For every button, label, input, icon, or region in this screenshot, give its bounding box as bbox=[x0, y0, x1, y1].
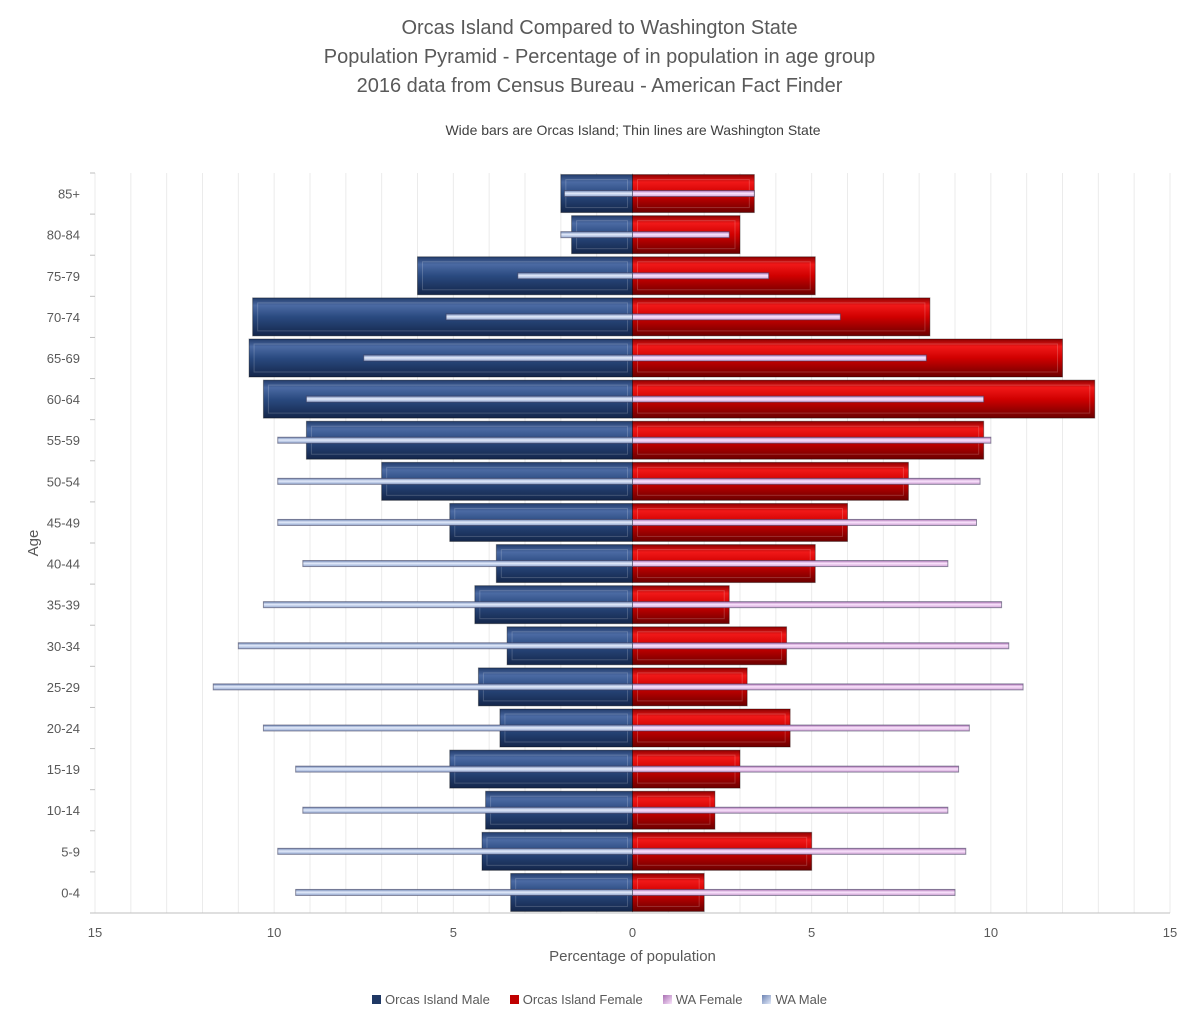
x-tick-label: 15 bbox=[1163, 925, 1177, 940]
bar-wa-male-5-9 bbox=[277, 847, 633, 855]
x-tick-label: 5 bbox=[808, 925, 815, 940]
bar-wa-female-45-49 bbox=[632, 518, 977, 526]
x-axis-title: Percentage of population bbox=[549, 948, 716, 965]
y-tick-label: 40-44 bbox=[47, 557, 80, 572]
bar-wa-female-40-44 bbox=[632, 560, 949, 568]
bar-wa-male-30-34 bbox=[237, 642, 633, 650]
y-tick-label: 20-24 bbox=[47, 721, 80, 736]
bar-wa-male-65-69 bbox=[363, 354, 633, 362]
y-tick-label: 55-59 bbox=[47, 433, 80, 448]
title-line-1: Orcas Island Compared to Washington Stat… bbox=[401, 17, 798, 39]
title-line-2: Population Pyramid - Percentage of in po… bbox=[323, 46, 876, 68]
y-tick-label: 65-69 bbox=[47, 351, 80, 366]
bar-wa-female-65-69 bbox=[632, 354, 927, 362]
bar-wa-female-70-74 bbox=[632, 313, 841, 321]
bar-wa-male-15-19 bbox=[295, 765, 633, 773]
bar-wa-female-60-64 bbox=[632, 395, 985, 403]
bar-wa-female-5-9 bbox=[632, 847, 967, 855]
legend-label: WA Female bbox=[675, 992, 743, 1007]
bar-wa-female-85+ bbox=[632, 190, 755, 198]
x-tick-label: 5 bbox=[450, 925, 457, 940]
bar-wa-female-10-14 bbox=[632, 806, 949, 814]
bar-wa-male-35-39 bbox=[262, 601, 633, 609]
chart-title: Orcas Island Compared to Washington Stat… bbox=[0, 14, 1199, 101]
title-line-3: 2016 data from Census Bureau - American … bbox=[356, 75, 843, 97]
legend-item: WA Female bbox=[662, 992, 743, 1007]
legend-item: WA Male bbox=[762, 992, 827, 1007]
y-tick-label: 35-39 bbox=[47, 598, 80, 613]
y-tick-label: 0-4 bbox=[61, 885, 80, 900]
bar-wa-male-25-29 bbox=[212, 683, 633, 691]
legend-swatch bbox=[509, 995, 519, 1004]
bar-wa-female-20-24 bbox=[632, 724, 970, 732]
chart-subtitle: Wide bars are Orcas Island; Thin lines a… bbox=[445, 122, 821, 138]
bar-wa-male-60-64 bbox=[305, 395, 633, 403]
bar-wa-male-85+ bbox=[563, 190, 634, 198]
legend-label: WA Male bbox=[775, 992, 827, 1007]
bar-wa-male-45-49 bbox=[277, 518, 633, 526]
bar-wa-male-55-59 bbox=[277, 436, 633, 444]
bar-wa-female-25-29 bbox=[632, 683, 1024, 691]
bar-wa-male-10-14 bbox=[302, 806, 633, 814]
bar-wa-female-0-4 bbox=[632, 888, 956, 896]
y-tick-label: 70-74 bbox=[47, 310, 80, 325]
y-axis-title: Age bbox=[25, 530, 42, 557]
x-tick-label: 0 bbox=[629, 925, 636, 940]
x-tick-label: 15 bbox=[88, 925, 102, 940]
bar-wa-female-55-59 bbox=[632, 436, 992, 444]
bar-wa-female-35-39 bbox=[632, 601, 1003, 609]
x-tick-label: 10 bbox=[984, 925, 998, 940]
legend-label: Orcas Island Female bbox=[522, 992, 643, 1007]
bar-wa-male-40-44 bbox=[302, 560, 633, 568]
bar-wa-female-15-19 bbox=[632, 765, 960, 773]
legend-label: Orcas Island Male bbox=[385, 992, 490, 1007]
bar-wa-male-50-54 bbox=[277, 477, 633, 485]
y-tick-label: 85+ bbox=[58, 187, 80, 202]
x-tick-label: 10 bbox=[267, 925, 281, 940]
bar-wa-male-0-4 bbox=[295, 888, 633, 896]
y-tick-label: 80-84 bbox=[47, 228, 80, 243]
y-tick-label: 10-14 bbox=[47, 803, 80, 818]
bar-wa-female-50-54 bbox=[632, 477, 981, 485]
legend-swatch bbox=[662, 995, 672, 1004]
bar-wa-male-80-84 bbox=[560, 231, 633, 239]
legend-item: Orcas Island Female bbox=[509, 992, 643, 1007]
bar-wa-female-75-79 bbox=[632, 272, 770, 280]
legend-swatch bbox=[762, 995, 772, 1004]
y-tick-label: 45-49 bbox=[47, 515, 80, 530]
legend-swatch bbox=[372, 995, 382, 1004]
legend-item: Orcas Island Male bbox=[372, 992, 490, 1007]
bar-wa-female-80-84 bbox=[632, 231, 730, 239]
bar-wa-female-30-34 bbox=[632, 642, 1010, 650]
y-tick-label: 50-54 bbox=[47, 474, 80, 489]
y-tick-label: 15-19 bbox=[47, 762, 80, 777]
y-tick-label: 30-34 bbox=[47, 639, 80, 654]
bar-wa-male-70-74 bbox=[445, 313, 633, 321]
bar-wa-male-75-79 bbox=[517, 272, 633, 280]
y-tick-label: 60-64 bbox=[47, 392, 80, 407]
population-pyramid-chart: 0-4 5-9 10-14 15-19 20-24 25-29 30-34 35-39 40-4… bbox=[25, 172, 1177, 965]
y-tick-label: 75-79 bbox=[47, 269, 80, 284]
y-tick-label: 25-29 bbox=[47, 680, 80, 695]
bar-wa-male-20-24 bbox=[262, 724, 633, 732]
y-tick-label: 5-9 bbox=[61, 844, 80, 859]
legend: Orcas Island Male Orcas Island Female WA F… bbox=[0, 992, 1199, 1007]
